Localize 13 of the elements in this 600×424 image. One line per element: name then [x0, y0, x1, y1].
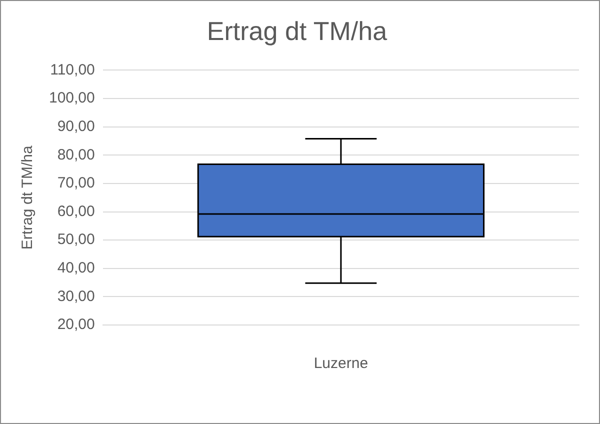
y-tick-label: 110,00 — [50, 61, 95, 78]
y-tick-label: 30,00 — [57, 288, 95, 305]
chart-title: Ertrag dt TM/ha — [206, 16, 388, 46]
x-tick-label: Luzerne — [314, 355, 368, 372]
y-tick-label: 80,00 — [57, 146, 95, 164]
y-axis-title: Ertrag dt TM/ha — [19, 144, 36, 250]
y-tick-label: 60,00 — [57, 202, 95, 220]
y-tick-label: 70,00 — [57, 174, 95, 192]
y-tick-label: 40,00 — [57, 260, 95, 277]
y-tick-label: 20,00 — [57, 316, 95, 334]
y-tick-label: 50,00 — [57, 231, 95, 248]
y-tick-label: 90,00 — [57, 118, 95, 135]
y-tick-label: 100,00 — [48, 90, 95, 107]
